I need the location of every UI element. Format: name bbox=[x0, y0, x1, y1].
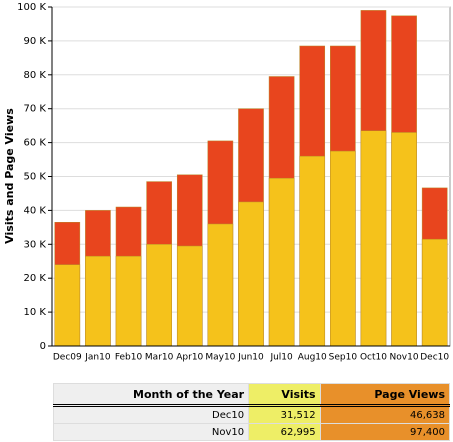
y-axis-label: Visits and Page Views bbox=[3, 108, 16, 244]
y-tick-label: 70 K bbox=[24, 104, 47, 115]
x-tick-label: Oct10 bbox=[360, 353, 387, 363]
y-tick-label: 60 K bbox=[24, 138, 47, 149]
table-cell: Nov10 bbox=[52, 423, 250, 441]
x-tick-label: Mar10 bbox=[145, 353, 174, 363]
x-tick-label: Dec10 bbox=[420, 353, 449, 363]
table-cell: 46,638 bbox=[319, 405, 451, 424]
table-cell: Dec10 bbox=[52, 405, 250, 424]
y-tick-label: 80 K bbox=[24, 70, 47, 81]
x-tick-label: Dec09 bbox=[53, 353, 82, 363]
bar bbox=[268, 177, 295, 347]
bar bbox=[176, 245, 203, 347]
table-row: Dec10 31,512 46,638 bbox=[52, 405, 451, 424]
y-tick-label: 0 bbox=[40, 341, 46, 352]
data-table: Month of the Year Visits Page Views Dec10 31… bbox=[52, 383, 451, 441]
x-tick-label: Aug10 bbox=[298, 353, 327, 363]
table-cell: 31,512 bbox=[248, 405, 321, 424]
y-tick-label: 50 K bbox=[24, 172, 47, 183]
bar bbox=[421, 238, 448, 347]
y-tick-label: 10 K bbox=[24, 307, 47, 318]
y-tick-label: 20 K bbox=[24, 273, 47, 284]
x-tick-label: Feb10 bbox=[115, 353, 143, 363]
table-cell: Visits bbox=[248, 383, 321, 407]
x-tick-label: Sep10 bbox=[329, 353, 358, 363]
x-tick-label: Nov10 bbox=[390, 353, 419, 363]
chart: Visits and Page Views 0 10 K 20 K 30 K 40 K 5… bbox=[3, 2, 451, 363]
y-tick-label: 100 K bbox=[17, 2, 46, 13]
table-cell: Month of the Year bbox=[52, 383, 250, 407]
bar bbox=[115, 255, 142, 347]
bar bbox=[299, 155, 326, 347]
x-tick-label: Jan10 bbox=[84, 353, 111, 363]
bar bbox=[330, 150, 356, 347]
x-tick-label: May10 bbox=[205, 353, 235, 363]
bar bbox=[238, 201, 264, 347]
x-tick-label: Jun10 bbox=[237, 353, 264, 363]
y-tick-label: 90 K bbox=[24, 36, 47, 47]
table-cell: 97,400 bbox=[319, 423, 451, 441]
bar bbox=[146, 244, 172, 347]
table-cell: 62,995 bbox=[248, 423, 321, 441]
y-tick-label: 40 K bbox=[24, 205, 47, 216]
x-tick-label: Apr10 bbox=[176, 353, 203, 363]
bar bbox=[360, 130, 387, 347]
x-tick-label: Jul10 bbox=[269, 353, 293, 363]
bar bbox=[207, 223, 234, 347]
bar bbox=[391, 132, 417, 347]
y-tick-label: 30 K bbox=[24, 239, 47, 250]
table-cell: Page Views bbox=[319, 383, 451, 407]
table-row: Nov10 62,995 97,400 bbox=[52, 423, 451, 441]
table-row: Month of the Year Visits Page Views bbox=[52, 383, 451, 407]
bar bbox=[54, 264, 81, 347]
bar bbox=[85, 255, 111, 347]
